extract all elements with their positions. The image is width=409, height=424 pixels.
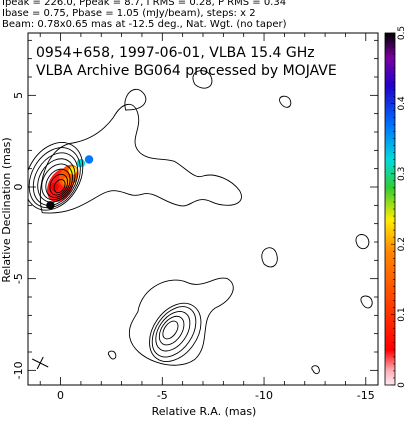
x-tick-label: 0 [57,389,64,402]
y-tick-label: -10 [12,361,25,379]
core-contour-5 [32,152,79,206]
x-tick-label: -15 [357,389,375,402]
pol-pixel-4 [84,155,94,164]
plot-frame [27,32,379,386]
colorbar-tick-label: 0 [397,382,407,388]
pol-pixel-1 [62,177,71,186]
colorbar-tick-label: 0.5 [397,26,407,40]
lobe-contour-outer [128,277,234,366]
core-contour-7 [28,142,84,211]
contour-layer [28,70,373,375]
colorbar-tick-label: 0.2 [397,237,407,251]
beam-minor-axis [36,356,44,370]
colorbar: 0 0.1 0.2 0.3 0.4 0.5 [384,26,407,388]
colorbar-ticks: 0 0.1 0.2 0.3 0.4 0.5 [391,26,407,388]
island-contour-s2 [311,365,320,375]
island-contour-ne [192,70,213,89]
island-contour-e [355,234,370,250]
y-tick-label: 5 [12,92,25,99]
island-contour-s1 [107,350,117,360]
plot-annotation-source: VLBA Archive BG064 processed by MOJAVE [36,63,337,79]
axis-tick-labels: 0 -5 -10 -15 5 0 -5 -10 [12,92,375,402]
colorbar-tick-label: 0.4 [397,96,407,111]
core-contour-0 [53,179,66,194]
jet-contour-knot [124,88,147,111]
colorbar-tick-label: 0.3 [397,167,407,181]
core-contour-4 [37,158,76,203]
y-tick-label: 0 [12,184,25,191]
core-contour-1 [49,173,69,196]
x-axis-label: Relative R.A. (mas) [152,405,257,418]
x-tick-label: -5 [157,389,168,402]
lobe-contour-2 [155,311,191,352]
map-layer [28,70,373,375]
colorbar-tick-label: 0.1 [397,307,407,321]
y-tick-label: -5 [12,273,25,284]
x-tick-label: -10 [255,389,273,402]
header-line-peak: Ipeak = 226.0, Ppeak = 8.7, I RMS = 0.28… [2,0,287,8]
island-contour-se [360,295,373,309]
axis-ticks [28,33,378,385]
lobe-contour-0 [162,320,179,340]
core-contour-6 [28,147,81,209]
header-line-beam: Beam: 0.78x0.65 mas at -12.5 deg., Nat. … [2,19,287,30]
lobe-contour-3 [151,306,197,358]
pol-pixel-3 [76,158,86,168]
header-line-base: Ibase = 0.75, Pbase = 1.05 (mJy/beam), s… [2,8,256,19]
core-contour-2 [45,168,71,198]
plot-annotation-title: 0954+658, 1997-06-01, VLBA 15.4 GHz [36,45,315,61]
island-contour-mid [261,247,278,268]
lobe-contour-1 [158,315,185,346]
island-contour-n [279,95,292,108]
lobe-contour-4 [149,302,202,362]
y-axis-label: Relative Declination (mas) [0,137,13,282]
core-contour-3 [41,163,73,201]
jet-contour-outer [39,104,242,214]
